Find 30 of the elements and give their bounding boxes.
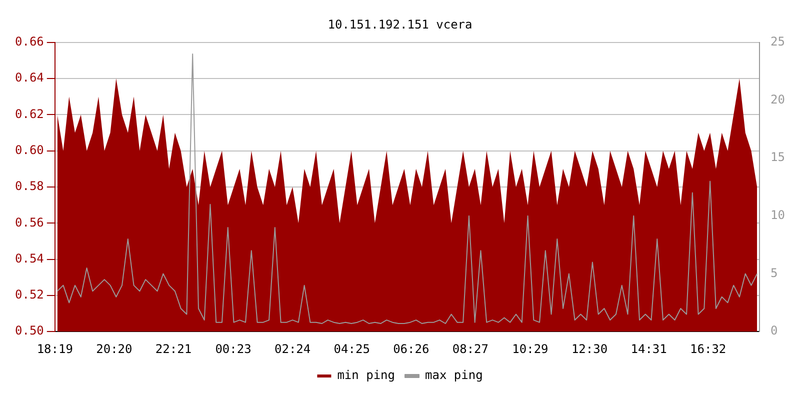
y2-tick-label: 5 <box>770 266 778 280</box>
y-tick-label: 0.58 <box>14 179 44 194</box>
x-tick-label: 14:31 <box>630 342 667 356</box>
legend-label: min ping <box>337 368 395 382</box>
y-tick-label: 0.54 <box>14 251 44 266</box>
y2-tick-label: 25 <box>770 34 786 49</box>
chart-title: 10.151.192.151 vcera <box>328 17 472 32</box>
x-tick-label: 20:20 <box>96 342 132 356</box>
x-tick-label: 06:26 <box>393 342 430 356</box>
y-tick-label: 0.64 <box>14 70 44 85</box>
x-tick-label: 22:21 <box>155 342 192 356</box>
y-tick-label: 0.52 <box>14 288 44 302</box>
y2-tick-label: 15 <box>770 150 786 164</box>
y2-tick-label: 0 <box>770 324 778 338</box>
y2-tick-label: 20 <box>770 92 786 106</box>
y-tick-label: 0.60 <box>14 142 44 157</box>
x-tick-label: 04:25 <box>334 342 370 356</box>
x-tick-label: 18:19 <box>36 342 73 356</box>
legend-label: max ping <box>425 368 483 382</box>
y-tick-label: 0.50 <box>14 324 44 338</box>
x-tick-label: 08:27 <box>452 342 488 356</box>
x-tick-label: 02:24 <box>274 342 311 356</box>
y-tick-label: 0.66 <box>14 34 44 49</box>
y2-tick-label: 10 <box>770 208 786 222</box>
x-tick-label: 16:32 <box>690 342 726 356</box>
y-tick-label: 0.56 <box>14 215 44 230</box>
x-tick-label: 10:29 <box>512 342 548 356</box>
y-tick-label: 0.62 <box>14 106 44 121</box>
x-tick-label: 12:30 <box>571 342 608 356</box>
x-tick-label: 00:23 <box>215 342 252 356</box>
